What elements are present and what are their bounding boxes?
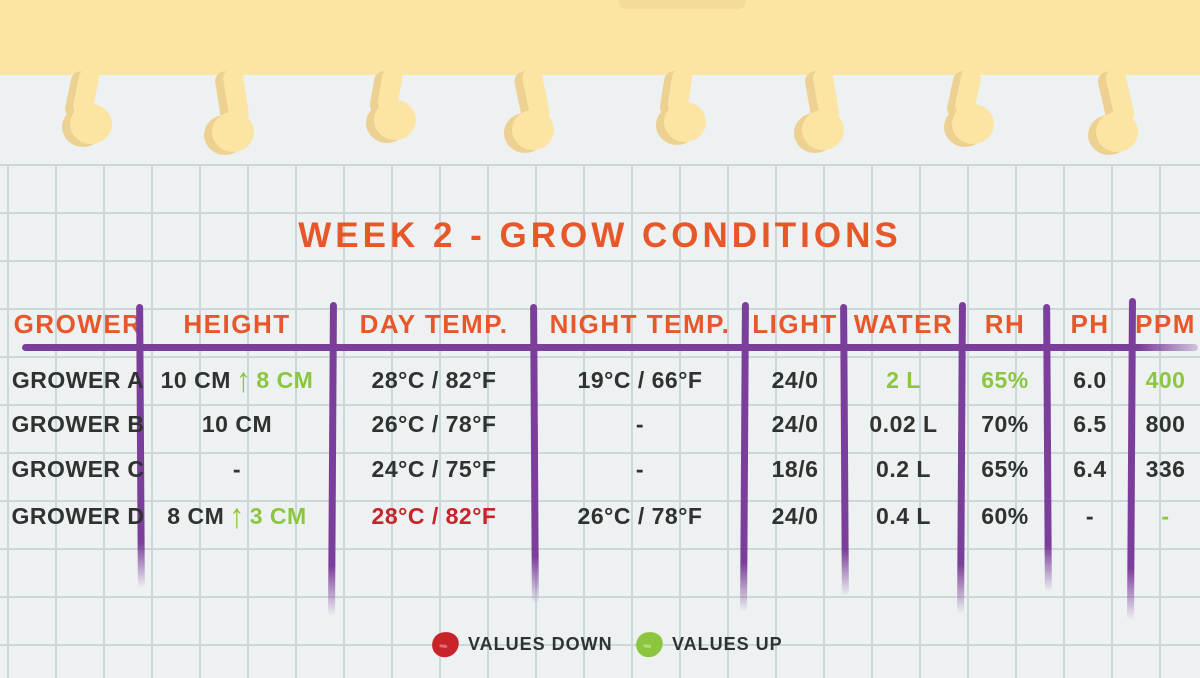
cell-height-row1: 10 CM ↑ 8 CM [142, 357, 332, 404]
cell-day-temp-row2: 26°C / 78°F [371, 411, 497, 437]
torn-paper-band [0, 0, 1200, 75]
cell-grower-row1: GROWER A [11, 367, 145, 393]
cell-night-temp-row2: - [635, 411, 645, 437]
cell-ppm-row2: 800 [1145, 411, 1186, 437]
cell-ph-row4: - [1085, 503, 1095, 529]
cell-rh-row3: 65% [981, 456, 1029, 482]
cell-water-row3: 0.2 L [876, 456, 931, 482]
cell-ph-row1: 6.0 [1073, 367, 1107, 393]
cell-height-row3: - [232, 456, 242, 482]
legend: VALUES DOWN VALUES UP [0, 626, 1200, 662]
cell-night-temp-row3: - [635, 456, 645, 482]
cell-day-temp-row3: 24°C / 75°F [371, 456, 497, 482]
cell-water-row4: 0.4 L [876, 503, 931, 529]
paper-drip [1088, 66, 1152, 155]
cell-ph-row2: 6.5 [1073, 411, 1107, 437]
column-header-ph: PH [1070, 308, 1110, 339]
header-underline [22, 344, 1198, 351]
cell-text: 8 CM [167, 503, 225, 529]
cell-rh-row2: 70% [981, 411, 1029, 437]
cell-rh-row1: 65% [981, 367, 1029, 393]
cell-text: 3 CM [249, 503, 307, 529]
legend-values-up: VALUES UP [633, 626, 783, 662]
column-header-light: LIGHT [752, 308, 838, 339]
column-header-grower: GROWER [13, 308, 143, 339]
page-title: WEEK 2 - GROW CONDITIONS [298, 216, 902, 255]
red-dot-icon [429, 628, 462, 660]
cell-rh-row4: 60% [981, 503, 1029, 529]
cell-water-row2: 0.02 L [869, 411, 938, 437]
legend-values-down: VALUES DOWN [429, 626, 613, 662]
cell-height-row4: 8 CM ↑ 3 CM [142, 493, 332, 540]
grid-paper-background [0, 164, 1200, 678]
column-header-ppm: PPM [1135, 308, 1196, 339]
cell-grower-row2: GROWER B [11, 411, 145, 437]
column-header-day-temp: DAY TEMP. [359, 308, 509, 339]
cell-night-temp-row4: 26°C / 78°F [577, 503, 703, 529]
paper-drip [794, 66, 858, 153]
cell-grower-row4: GROWER D [11, 503, 145, 529]
paper-drip [940, 66, 1000, 147]
column-header-height: HEIGHT [183, 308, 291, 339]
cell-light-row4: 24/0 [771, 503, 819, 529]
paper-drip [204, 66, 268, 155]
legend-label: VALUES DOWN [468, 633, 613, 654]
paper-drip [362, 66, 422, 143]
column-header-rh: RH [984, 308, 1026, 339]
cell-ppm-row1: 400 [1145, 367, 1186, 393]
cell-light-row1: 24/0 [771, 367, 819, 393]
torn-paper-smudge [618, 0, 746, 9]
cell-ppm-row3: 336 [1145, 456, 1186, 482]
paper-drip [58, 66, 118, 147]
cell-text: 10 CM [160, 367, 231, 393]
paper-drip [652, 66, 712, 145]
cell-height-row2: 10 CM [201, 411, 273, 437]
cell-text: 8 CM [256, 367, 314, 393]
green-dot-icon [633, 628, 666, 660]
cell-light-row2: 24/0 [771, 411, 819, 437]
paper-drip [504, 66, 568, 153]
arrow-up-icon: ↑ [235, 360, 252, 399]
column-header-night-temp: NIGHT TEMP. [549, 308, 731, 339]
cell-ppm-row4: - [1161, 503, 1170, 529]
cell-night-temp-row1: 19°C / 66°F [577, 367, 703, 393]
arrow-up-icon: ↑ [229, 496, 245, 535]
cell-light-row3: 18/6 [771, 456, 819, 482]
cell-day-temp-row4: 28°C / 82°F [371, 503, 497, 529]
cell-ph-row3: 6.4 [1073, 456, 1107, 482]
cell-grower-row3: GROWER C [11, 456, 145, 482]
cell-water-row1: 2 L [886, 367, 921, 393]
column-header-water: WATER [853, 308, 954, 339]
legend-label: VALUES UP [672, 633, 783, 654]
cell-day-temp-row1: 28°C / 82°F [371, 367, 497, 393]
